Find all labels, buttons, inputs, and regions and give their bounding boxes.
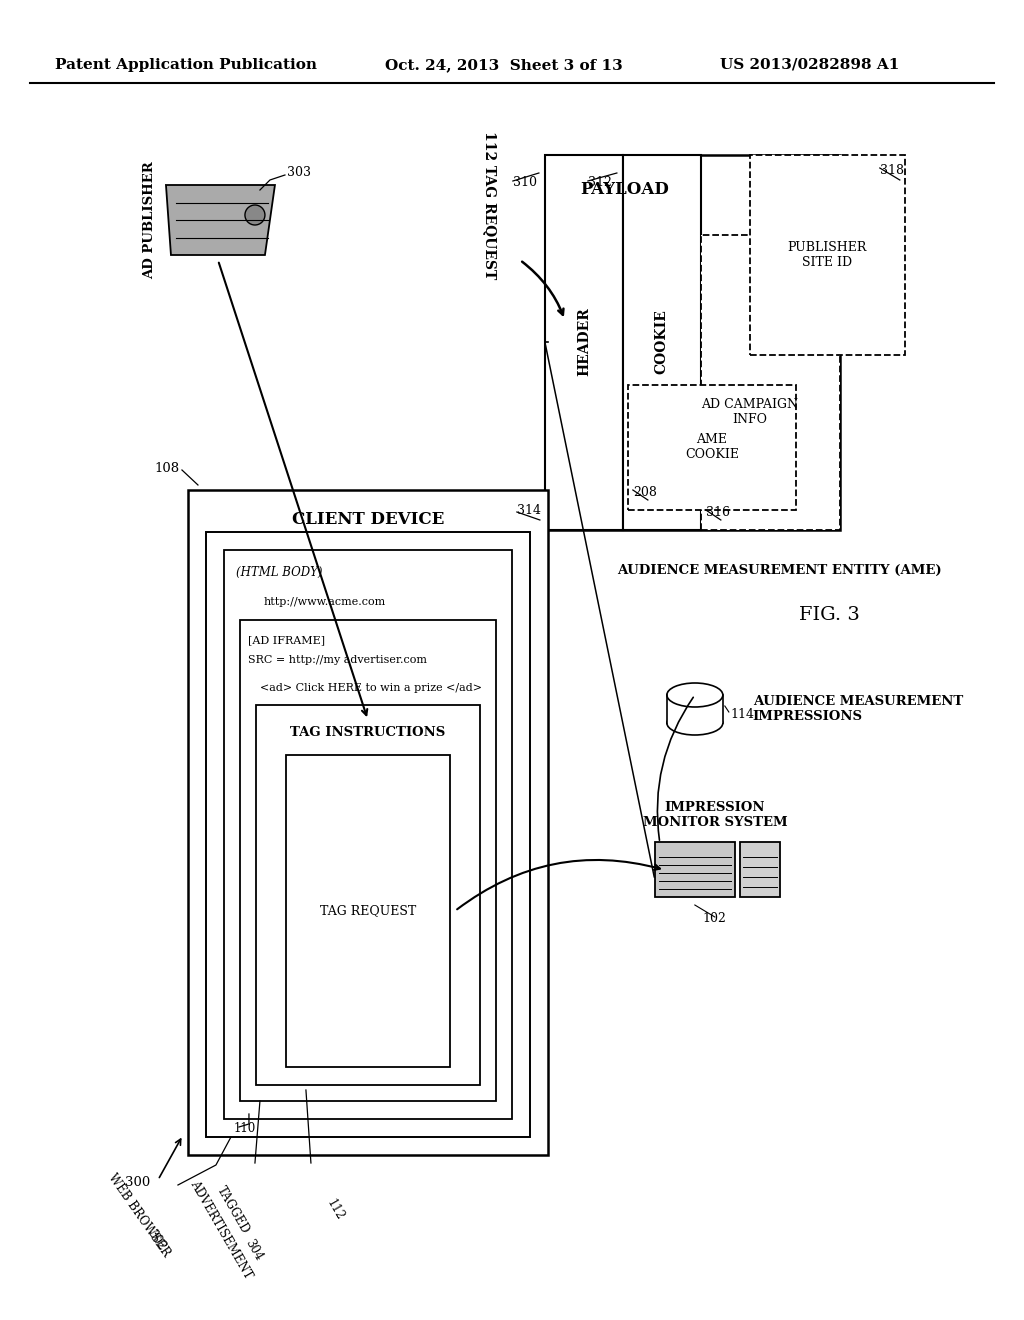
Text: 318: 318 bbox=[880, 164, 904, 177]
Bar bbox=[206, 532, 529, 1137]
Text: 112: 112 bbox=[324, 1197, 346, 1222]
Bar bbox=[240, 620, 496, 1101]
Text: US 2013/0282898 A1: US 2013/0282898 A1 bbox=[720, 58, 899, 73]
Text: TAGGED: TAGGED bbox=[214, 1184, 252, 1236]
Text: 316: 316 bbox=[706, 506, 730, 519]
Text: 112 TAG REQUEST: 112 TAG REQUEST bbox=[483, 131, 497, 279]
Text: PUBLISHER
SITE ID: PUBLISHER SITE ID bbox=[787, 242, 866, 269]
Bar bbox=[655, 842, 735, 898]
Text: 102: 102 bbox=[702, 912, 727, 925]
Text: [AD IFRAME]: [AD IFRAME] bbox=[248, 635, 325, 645]
Text: Oct. 24, 2013  Sheet 3 of 13: Oct. 24, 2013 Sheet 3 of 13 bbox=[385, 58, 623, 73]
Bar bbox=[623, 154, 700, 531]
Text: COOKIE: COOKIE bbox=[655, 310, 669, 375]
Text: TAG INSTRUCTIONS: TAG INSTRUCTIONS bbox=[290, 726, 445, 739]
Text: 110: 110 bbox=[233, 1122, 256, 1135]
Text: Patent Application Publication: Patent Application Publication bbox=[55, 58, 317, 73]
Bar bbox=[739, 842, 780, 898]
Text: 310: 310 bbox=[513, 177, 537, 190]
Text: 303: 303 bbox=[287, 166, 311, 180]
Bar bbox=[188, 490, 548, 1155]
Circle shape bbox=[245, 205, 265, 224]
Text: <ad> Click HERE to win a prize </ad>: <ad> Click HERE to win a prize </ad> bbox=[260, 682, 482, 693]
Text: AUDIENCE MEASUREMENT ENTITY (AME): AUDIENCE MEASUREMENT ENTITY (AME) bbox=[617, 564, 942, 577]
Text: IMPRESSION
MONITOR SYSTEM: IMPRESSION MONITOR SYSTEM bbox=[642, 801, 787, 829]
Polygon shape bbox=[166, 185, 274, 255]
Bar bbox=[286, 755, 450, 1067]
Text: HEADER: HEADER bbox=[577, 308, 591, 376]
Text: ADVERTISEMENT: ADVERTISEMENT bbox=[187, 1179, 255, 1282]
Ellipse shape bbox=[667, 682, 723, 708]
Bar bbox=[545, 154, 840, 531]
Text: AD PUBLISHER: AD PUBLISHER bbox=[143, 161, 156, 279]
Ellipse shape bbox=[667, 711, 723, 735]
Text: WEB BROWSER: WEB BROWSER bbox=[105, 1171, 173, 1259]
Text: (HTML BODY): (HTML BODY) bbox=[236, 565, 323, 578]
Bar bbox=[628, 385, 796, 510]
Text: PAYLOAD: PAYLOAD bbox=[581, 181, 670, 198]
Text: AUDIENCE MEASUREMENT
IMPRESSIONS: AUDIENCE MEASUREMENT IMPRESSIONS bbox=[753, 696, 964, 723]
Bar bbox=[700, 235, 840, 531]
Text: AD CAMPAIGN
INFO: AD CAMPAIGN INFO bbox=[701, 399, 799, 426]
Text: 314: 314 bbox=[517, 503, 541, 516]
Text: TAG REQUEST: TAG REQUEST bbox=[319, 904, 416, 917]
Bar bbox=[750, 154, 905, 355]
Text: http://www.acme.com: http://www.acme.com bbox=[264, 597, 386, 607]
Text: 108: 108 bbox=[155, 462, 180, 474]
Text: 300: 300 bbox=[125, 1176, 150, 1189]
Text: 208: 208 bbox=[633, 486, 656, 499]
Bar bbox=[545, 154, 623, 531]
Text: 312: 312 bbox=[588, 177, 611, 190]
Text: FIG. 3: FIG. 3 bbox=[800, 606, 860, 624]
Text: 304: 304 bbox=[243, 1237, 265, 1263]
Bar bbox=[667, 696, 723, 723]
Text: AME
COOKIE: AME COOKIE bbox=[685, 433, 739, 461]
Bar bbox=[256, 705, 480, 1085]
Text: 114: 114 bbox=[731, 708, 755, 721]
Text: CLIENT DEVICE: CLIENT DEVICE bbox=[292, 511, 444, 528]
Text: SRC = http://my advertiser.com: SRC = http://my advertiser.com bbox=[248, 655, 427, 665]
Bar bbox=[224, 550, 512, 1119]
Text: 302: 302 bbox=[144, 1228, 168, 1253]
